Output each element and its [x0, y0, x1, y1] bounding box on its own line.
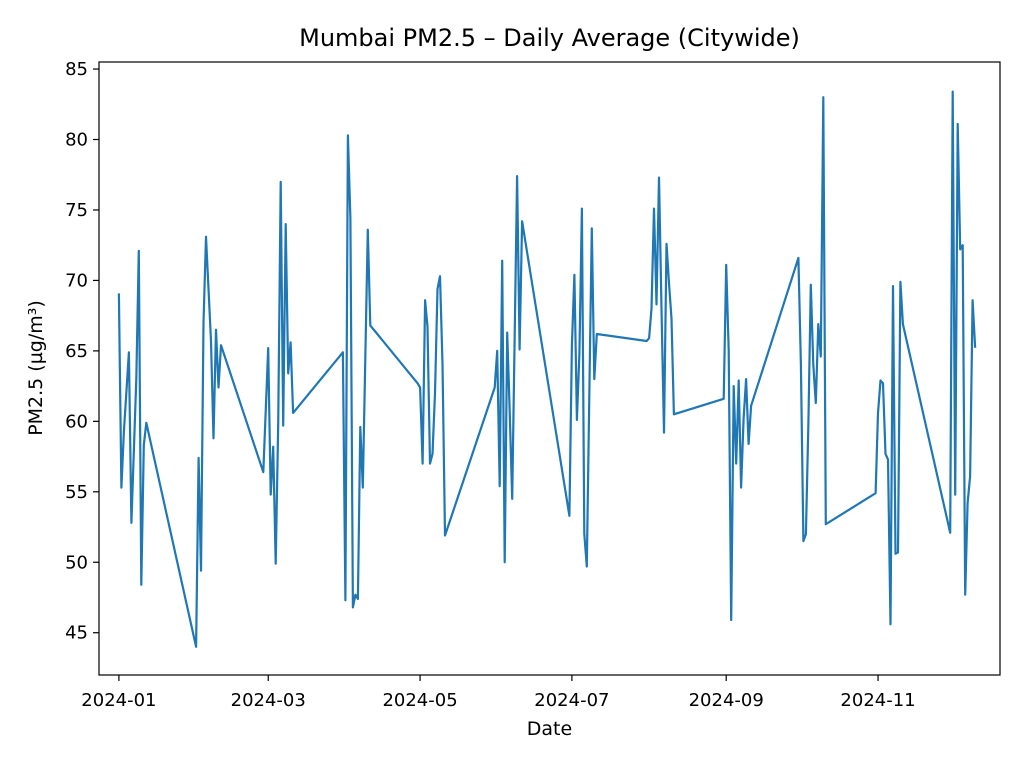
y-tick-label: 55 [65, 482, 88, 503]
x-tick-label: 2024-11 [840, 690, 915, 711]
series-line-0 [117, 90, 977, 648]
x-tick-label: 2024-05 [382, 690, 457, 711]
y-tick-label: 70 [65, 270, 88, 291]
y-tick-label: 60 [65, 411, 88, 432]
plot-area: 45 50 55 60 65 70 75 80 85 2024-01 2024-03 2024-05 2… [65, 59, 1001, 711]
x-tick-label: 2024-07 [534, 690, 609, 711]
y-tick-label: 85 [65, 59, 88, 80]
plot-frame [98, 61, 1001, 676]
x-axis-label: Date [527, 718, 572, 740]
y-tick-label: 50 [65, 552, 88, 573]
y-tick-label: 45 [65, 623, 88, 644]
x-tick-label: 2024-03 [231, 690, 306, 711]
y-axis-label: PM2.5 (µg/m³) [25, 300, 47, 436]
x-tick-label: 2024-01 [81, 690, 156, 711]
x-tick-label: 2024-09 [689, 690, 764, 711]
y-tick-label: 75 [65, 200, 88, 221]
chart-title: Mumbai PM2.5 – Daily Average (Citywide) [299, 24, 800, 52]
y-tick-label: 80 [65, 130, 88, 151]
y-tick-label: 65 [65, 341, 88, 362]
